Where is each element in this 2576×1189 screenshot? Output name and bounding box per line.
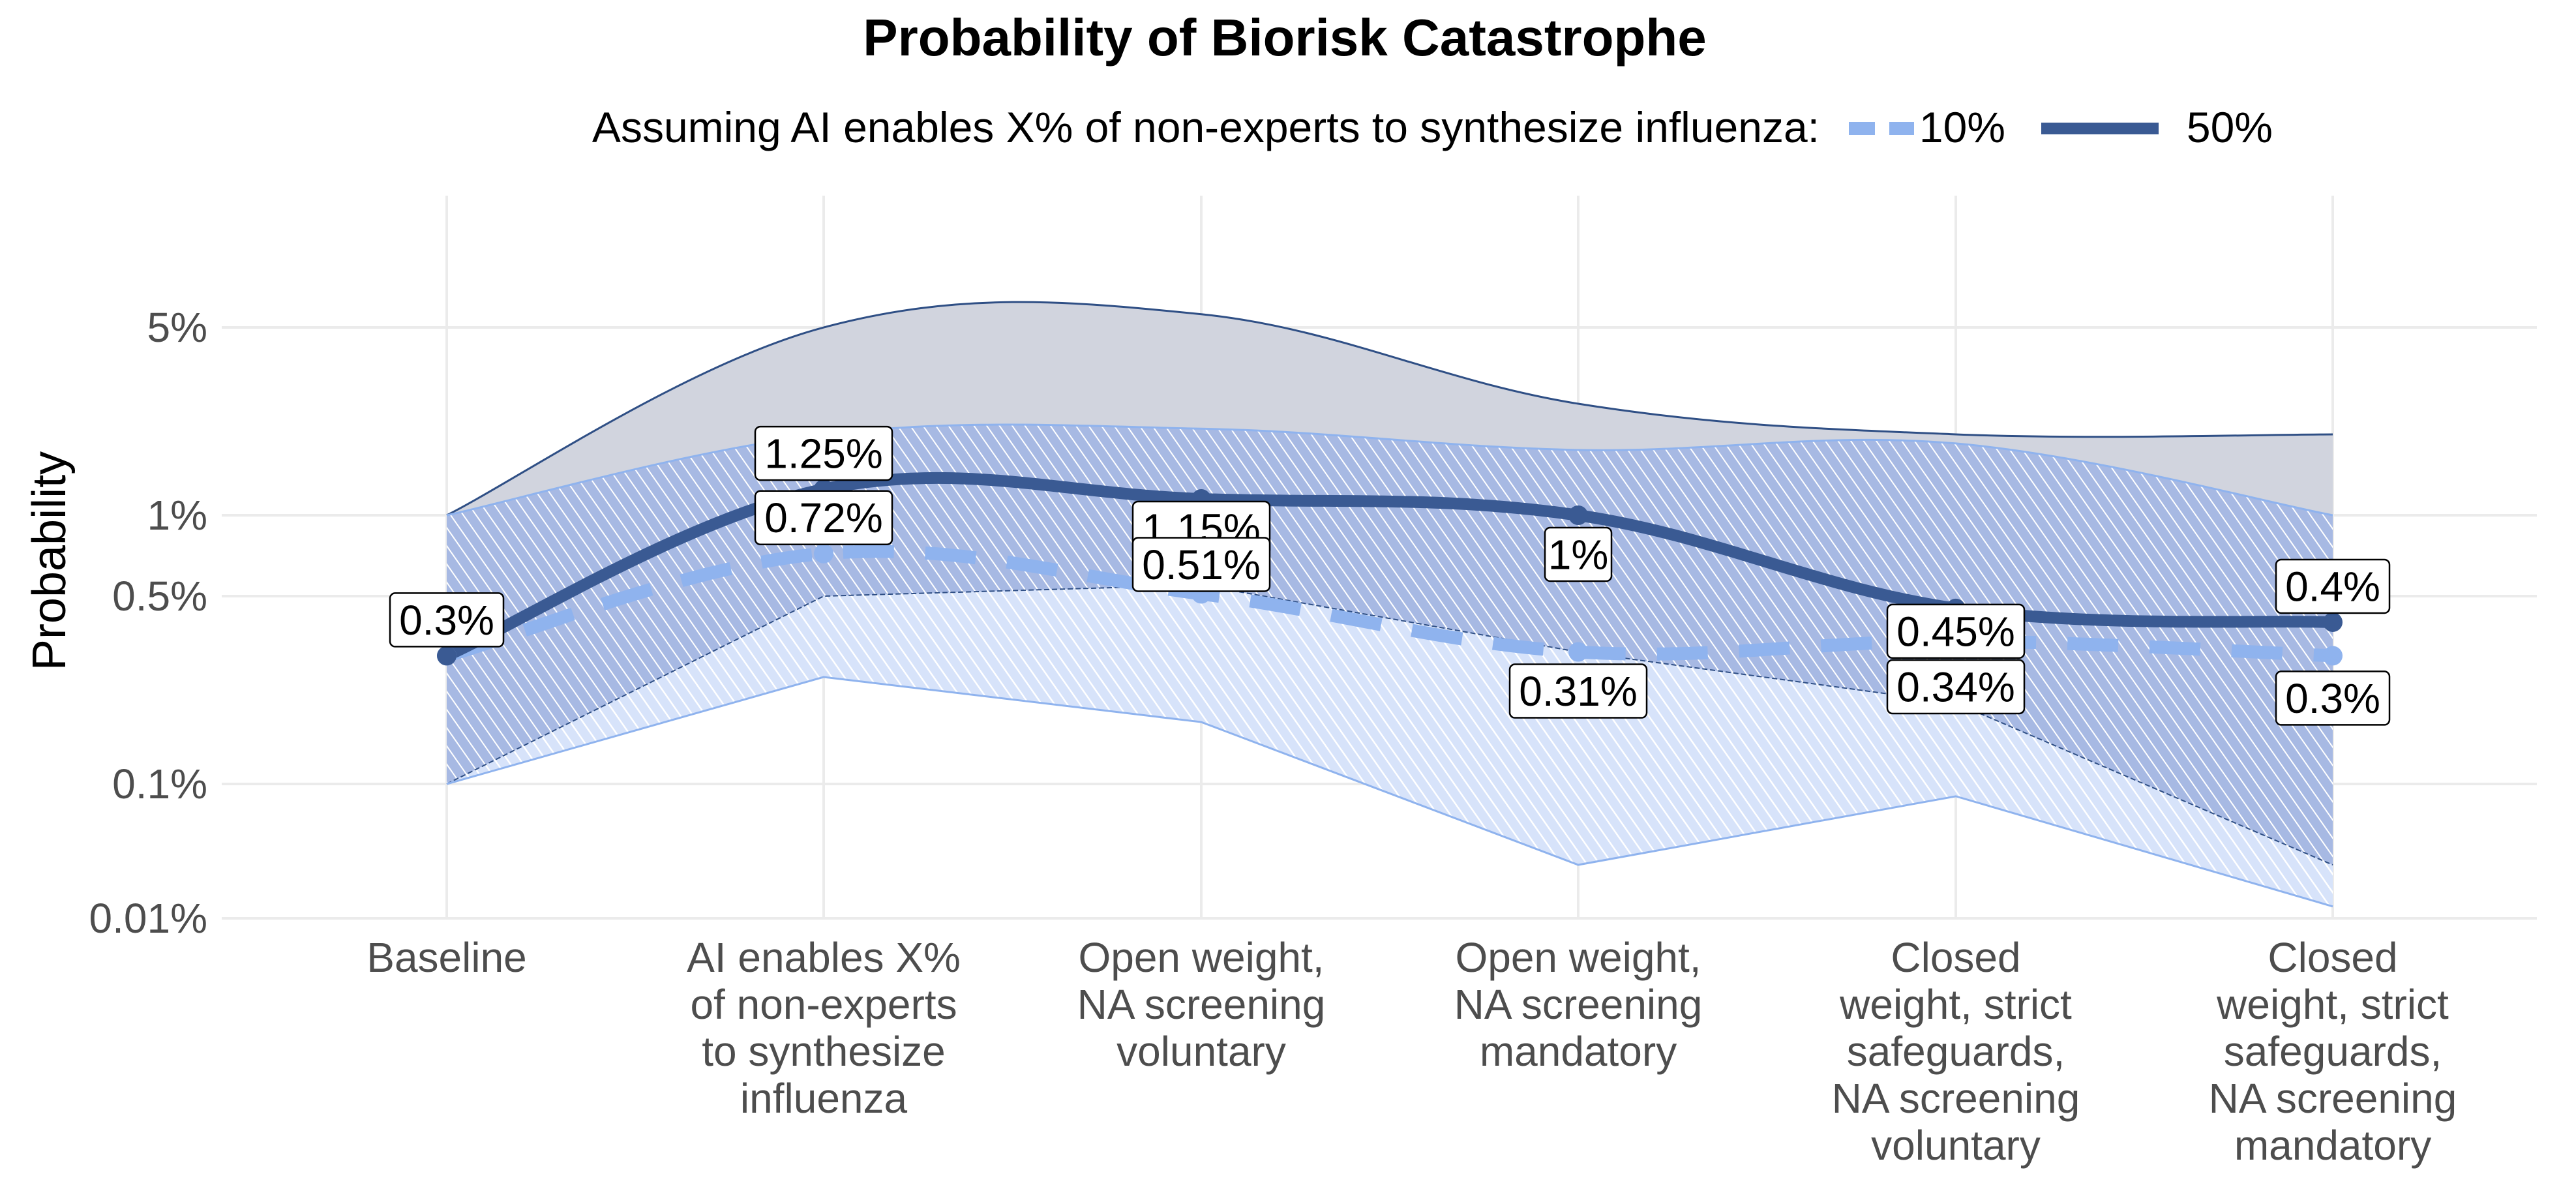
y-tick-label-4: 5% <box>147 304 208 351</box>
y-tick-label-3: 1% <box>147 492 208 539</box>
y-tick-label-1: 0.1% <box>112 760 207 807</box>
svg-text:0.3%: 0.3% <box>2285 675 2380 722</box>
data-label-50pct-0: 0.3% <box>389 592 505 648</box>
point-50pct-5 <box>2323 612 2343 632</box>
point-50pct-3 <box>1568 505 1588 525</box>
data-label-10pct-5: 0.3% <box>2275 670 2391 726</box>
point-10pct-1 <box>814 543 833 564</box>
data-label-50pct-4: 0.45% <box>1886 603 2026 659</box>
point-50pct-0 <box>437 646 457 666</box>
data-label-50pct-5: 0.4% <box>2275 558 2391 614</box>
svg-text:0.4%: 0.4% <box>2285 563 2380 610</box>
y-tick-label-0: 0.01% <box>89 895 207 942</box>
x-tick-label-0: Baseline <box>367 934 527 981</box>
x-axis: Baseline AI enables X% of non-experts to sy… <box>367 934 2457 1169</box>
svg-text:0.72%: 0.72% <box>764 494 882 541</box>
svg-text:1%: 1% <box>1548 531 1609 578</box>
y-tick-label-2: 0.5% <box>112 573 207 620</box>
svg-text:0.3%: 0.3% <box>399 597 494 644</box>
data-labels: 0.3%1.25%1.15%1%0.45%0.4%0.72%0.51%0.31%… <box>389 425 2391 726</box>
svg-text:0.51%: 0.51% <box>1142 541 1260 588</box>
svg-text:0.34%: 0.34% <box>1896 663 2014 710</box>
data-label-10pct-1: 0.72% <box>754 490 893 546</box>
x-tick-label-1: AI enables X% of non-experts to synthesize… <box>687 934 961 1122</box>
x-tick-label-5: Closed weight, strict safeguards, NA screen… <box>2209 934 2457 1169</box>
legend-label-50pct: 50% <box>2187 103 2273 151</box>
band-50pct-lower-edge <box>446 584 2333 865</box>
x-tick-label-2: Open weight, NA screening voluntary <box>1077 934 1326 1075</box>
x-tick-label-4: Closed weight, strict safeguards, NA screen… <box>1832 934 2080 1169</box>
chart-title: Probability of Biorisk Catastrophe <box>863 8 1707 67</box>
legend: Assuming AI enables X% of non-experts to… <box>592 103 2273 151</box>
point-10pct-3 <box>1568 642 1588 662</box>
data-label-50pct-1: 1.25% <box>754 425 893 481</box>
data-label-10pct-2: 0.51% <box>1131 537 1271 592</box>
svg-text:0.45%: 0.45% <box>1896 608 2014 655</box>
y-axis: 0.01% 0.1% 0.5% 1% 5% <box>89 304 207 942</box>
point-10pct-5 <box>2323 646 2343 666</box>
band-50pct-upper-edge <box>446 301 2333 517</box>
svg-text:1.25%: 1.25% <box>764 430 882 477</box>
data-label-10pct-4: 0.34% <box>1886 659 2026 715</box>
data-label-10pct-3: 0.31% <box>1508 663 1648 719</box>
legend-title: Assuming AI enables X% of non-experts to… <box>592 103 1820 151</box>
confidence-bands <box>446 301 2333 908</box>
band-overlap <box>447 425 2333 865</box>
legend-label-10pct: 10% <box>1919 103 2005 151</box>
x-tick-label-3: Open weight, NA screening mandatory <box>1454 934 1703 1075</box>
y-axis-title: Probability <box>23 451 76 670</box>
band-10pct-lower-edge <box>446 676 2333 908</box>
data-label-50pct-3: 1% <box>1544 526 1613 582</box>
svg-text:0.31%: 0.31% <box>1519 668 1637 715</box>
